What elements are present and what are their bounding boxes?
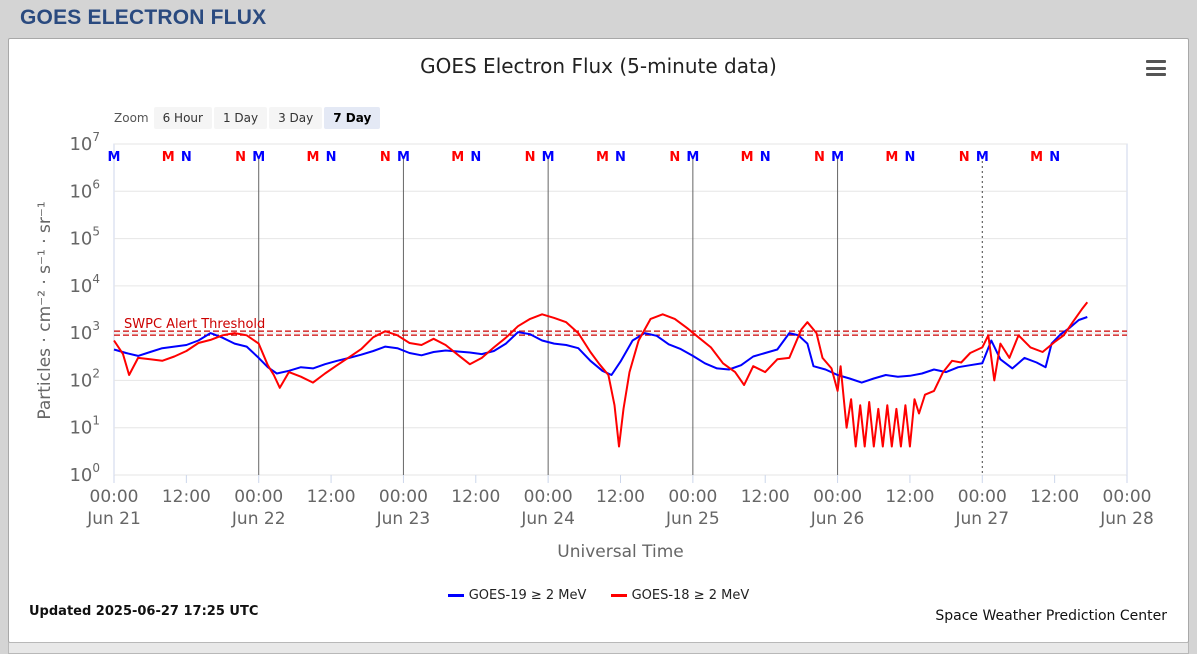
y-tick-label: 102 <box>69 366 100 391</box>
orbit-marker-n: N <box>669 150 680 165</box>
orbit-marker-m: M <box>307 150 320 165</box>
orbit-marker-m: M <box>162 150 175 165</box>
orbit-marker-m: M <box>831 150 844 165</box>
credit-label: Space Weather Prediction Center <box>935 608 1167 624</box>
chart-legend: GOES-19 ≥ 2 MeV GOES-18 ≥ 2 MeV <box>0 586 1197 603</box>
orbit-marker-m: M <box>542 150 555 165</box>
orbit-marker-m: M <box>741 150 754 165</box>
orbit-marker-n: N <box>380 150 391 165</box>
x-tick-label-time: 00:00 <box>234 487 283 507</box>
orbit-marker-n: N <box>760 150 771 165</box>
x-tick-label-date: Jun 26 <box>810 509 865 529</box>
zoom-control: Zoom 6 Hour 1 Day 3 Day 7 Day <box>114 106 382 130</box>
orbit-marker-n: N <box>235 150 246 165</box>
y-tick-label: 101 <box>69 414 100 439</box>
orbit-marker-m: M <box>252 150 265 165</box>
x-tick-label-time: 00:00 <box>958 487 1007 507</box>
y-tick-label: 103 <box>69 319 100 344</box>
zoom-3-day-button[interactable]: 3 Day <box>269 107 323 129</box>
y-tick-label: 104 <box>69 272 100 297</box>
x-tick-label-time: 12:00 <box>885 487 934 507</box>
x-tick-label-time: 12:00 <box>162 487 211 507</box>
orbit-marker-n: N <box>615 150 626 165</box>
zoom-7-day-button[interactable]: 7 Day <box>324 107 381 129</box>
legend-item-goes19[interactable]: GOES-19 ≥ 2 MeV <box>447 588 587 603</box>
x-tick-label-time: 12:00 <box>451 487 500 507</box>
orbit-marker-m: M <box>451 150 464 165</box>
legend-label-goes18: GOES-18 ≥ 2 MeV <box>631 588 750 603</box>
y-tick-label: 100 <box>69 461 100 486</box>
x-tick-label-time: 00:00 <box>1103 487 1152 507</box>
zoom-6-hour-button[interactable]: 6 Hour <box>153 107 212 129</box>
x-tick-label-time: 00:00 <box>90 487 139 507</box>
y-tick-label: 105 <box>69 225 100 250</box>
x-tick-label-date: Jun 21 <box>86 509 141 529</box>
orbit-marker-m: M <box>1030 150 1043 165</box>
orbit-marker-n: N <box>959 150 970 165</box>
x-tick-label-time: 00:00 <box>813 487 862 507</box>
x-tick-label-time: 00:00 <box>524 487 573 507</box>
x-tick-label-date: Jun 22 <box>231 509 286 529</box>
orbit-marker-n: N <box>1049 150 1060 165</box>
orbit-marker-m: M <box>596 150 609 165</box>
page-header: GOES ELECTRON FLUX <box>0 0 1197 36</box>
y-tick-label: 106 <box>69 177 100 202</box>
orbit-marker-m: M <box>885 150 898 165</box>
y-tick-label: 107 <box>69 130 100 155</box>
orbit-marker-n: N <box>326 150 337 165</box>
x-tick-label-date: Jun 28 <box>1099 509 1154 529</box>
x-axis-title: Universal Time <box>557 542 683 562</box>
orbit-marker-m: M <box>397 150 410 165</box>
zoom-label: Zoom <box>114 111 149 125</box>
updated-timestamp: Updated 2025-06-27 17:25 UTC <box>29 604 259 619</box>
zoom-1-day-button[interactable]: 1 Day <box>213 107 268 129</box>
chart-title: GOES Electron Flux (5-minute data) <box>420 54 777 78</box>
orbit-marker-m: M <box>976 150 989 165</box>
legend-item-goes18[interactable]: GOES-18 ≥ 2 MeV <box>610 588 750 603</box>
y-axis-title: Particles · cm⁻² · s⁻¹ · sr⁻¹ <box>35 201 55 419</box>
x-tick-label-time: 12:00 <box>596 487 645 507</box>
legend-swatch-goes19 <box>447 594 464 597</box>
threshold-label: SWPC Alert Threshold <box>124 317 265 332</box>
orbit-marker-n: N <box>525 150 536 165</box>
orbit-marker-m: M <box>108 150 121 165</box>
x-tick-label-date: Jun 25 <box>665 509 720 529</box>
orbit-marker-m: M <box>686 150 699 165</box>
x-tick-label-time: 00:00 <box>379 487 428 507</box>
orbit-marker-n: N <box>814 150 825 165</box>
page-title: GOES ELECTRON FLUX <box>20 6 267 29</box>
x-tick-label-time: 12:00 <box>1030 487 1079 507</box>
chart-menu-icon[interactable] <box>1146 60 1166 80</box>
legend-swatch-goes18 <box>610 594 627 597</box>
orbit-marker-n: N <box>470 150 481 165</box>
x-tick-label-date: Jun 24 <box>520 509 575 529</box>
series-line-goes18 <box>113 301 1089 448</box>
x-tick-label-time: 00:00 <box>668 487 717 507</box>
legend-label-goes19: GOES-19 ≥ 2 MeV <box>468 588 587 603</box>
x-tick-label-time: 12:00 <box>307 487 356 507</box>
orbit-marker-n: N <box>181 150 192 165</box>
x-tick-label-time: 12:00 <box>741 487 790 507</box>
plot-background <box>113 143 1128 476</box>
x-tick-label-date: Jun 27 <box>954 509 1009 529</box>
x-tick-label-date: Jun 23 <box>376 509 431 529</box>
orbit-marker-n: N <box>904 150 915 165</box>
